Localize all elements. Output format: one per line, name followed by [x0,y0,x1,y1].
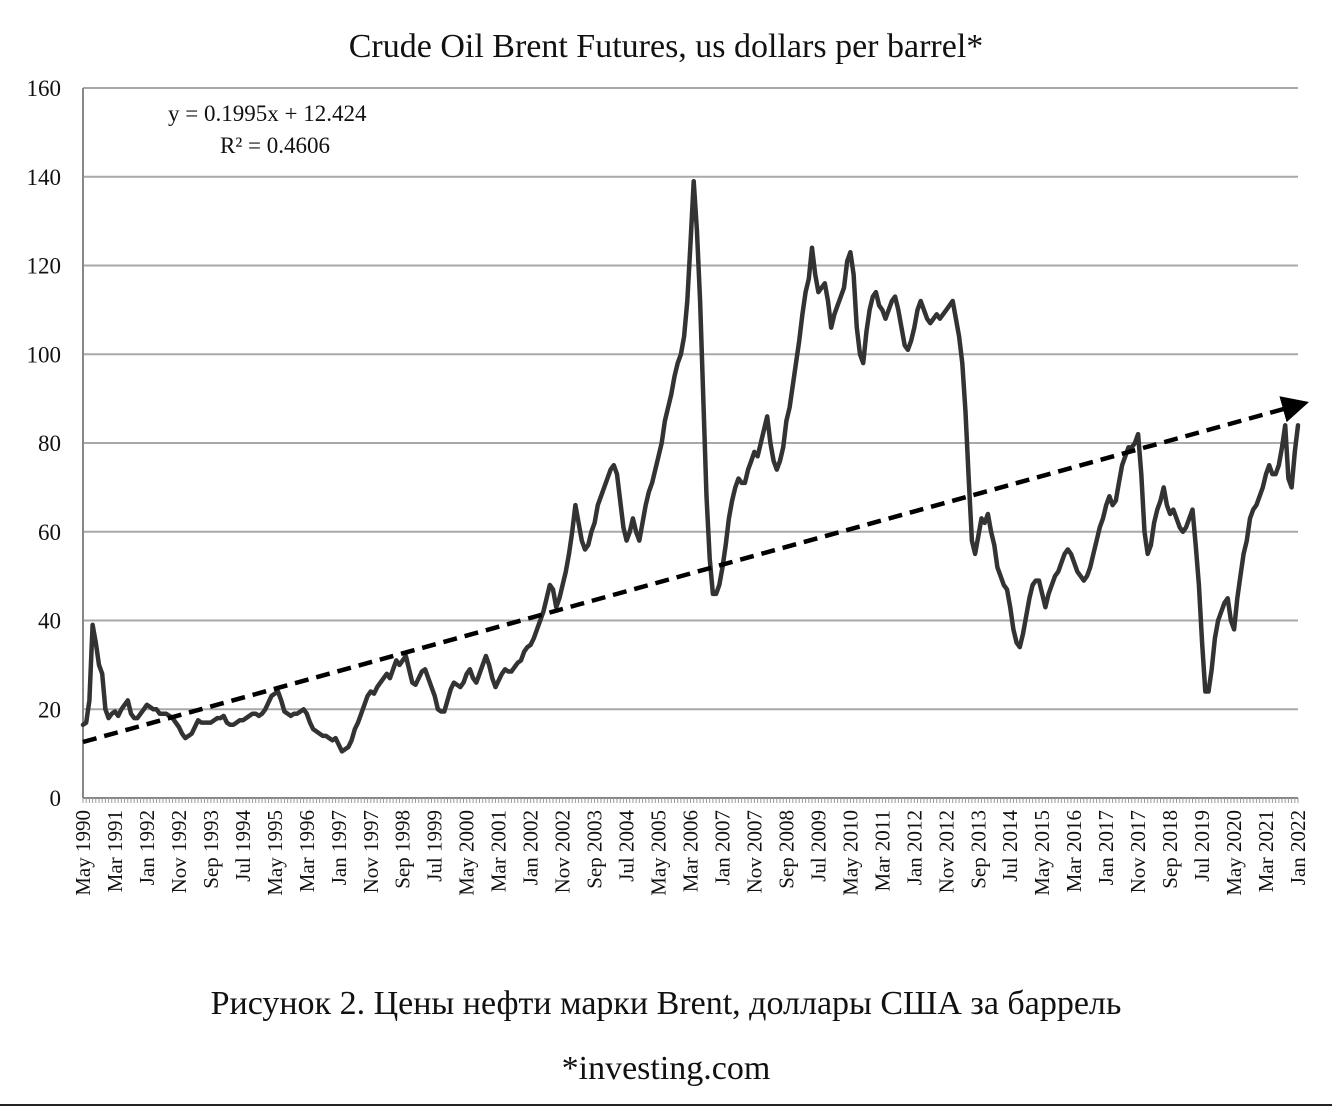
x-tick-label: Nov 2012 [934,810,958,893]
x-tick-label: Jan 2017 [1094,810,1118,885]
x-tick-label: Jul 2004 [615,810,639,882]
x-tick-label: Nov 2007 [742,810,766,893]
y-tick-label: 20 [38,697,61,722]
brent-price-line [80,178,1301,754]
x-tick-label: May 2005 [647,810,671,896]
x-tick-label: May 2020 [1222,810,1246,896]
chart-title: Crude Oil Brent Futures, us dollars per … [348,28,984,65]
x-tick-label: Sep 2018 [1158,810,1182,889]
x-axis-tick-labels: May 1990 Mar 1991 Jan 1992 Nov 1992 Sep 1993… [71,810,1310,896]
x-tick-label: Sep 2008 [774,810,798,889]
x-tick-label: May 2000 [455,810,479,896]
y-tick-label: 120 [27,254,62,279]
y-tick-label: 160 [27,76,62,101]
y-tick-label: 140 [27,165,62,190]
axes [82,88,1299,803]
x-tick-label: Sep 1998 [391,810,415,889]
x-tick-label: May 1990 [71,810,95,896]
x-tick-label: Mar 2016 [1062,810,1086,892]
y-tick-label: 0 [50,786,62,811]
x-tick-label: Jan 2012 [902,810,926,885]
y-tick-label: 80 [38,431,61,456]
x-tick-label: Jan 2007 [710,810,734,885]
x-tick-label: Nov 1992 [167,810,191,893]
x-tick-label: Jan 2002 [519,810,543,885]
source-note: *investing.com [561,1050,771,1087]
x-tick-label: Sep 2013 [966,810,990,889]
x-tick-label: Mar 2001 [487,810,511,892]
x-tick-label: May 2015 [1030,810,1054,896]
x-tick-label: May 1995 [263,810,287,896]
series-layer [80,178,1301,754]
y-tick-label: 60 [38,520,61,545]
x-tick-label: Mar 1991 [103,810,127,892]
x-tick-label: Jul 2009 [806,810,830,882]
x-tick-label: Nov 1997 [359,810,383,893]
x-tick-label: Jan 1997 [327,810,351,885]
bottom-rule [0,1104,1332,1106]
x-tick-label: Mar 2021 [1254,810,1278,892]
x-tick-label: Jan 1992 [135,810,159,885]
x-tick-label: Mar 2011 [870,810,894,891]
x-tick-label: Mar 1996 [295,810,319,892]
x-tick-label: Nov 2017 [1126,810,1150,893]
x-tick-label: Jul 2019 [1190,810,1214,882]
x-tick-label: Jul 1999 [423,810,447,882]
x-tick-label: Nov 2002 [551,810,575,893]
figure-caption: Рисунок 2. Цены нефти марки Brent, долла… [210,985,1122,1022]
x-tick-label: May 2010 [838,810,862,896]
trendline-layer [82,396,1310,745]
trendline-equation: y = 0.1995x + 12.424 [168,101,367,126]
y-tick-label: 100 [27,342,62,367]
y-tick-label: 40 [38,609,61,634]
gridlines [83,87,1298,711]
x-tick-label: Jan 2022 [1286,810,1310,885]
x-tick-label: Jul 1994 [231,810,255,882]
y-axis-tick-labels: 0 20 40 60 80 100 120 140 160 [27,76,62,811]
x-tick-label: Sep 2003 [583,810,607,889]
linear-trendline [82,396,1310,745]
x-tick-label: Jul 2014 [998,810,1022,882]
trendline-r-squared: R² = 0.4606 [220,133,330,158]
x-tick-label: Mar 2006 [679,810,703,892]
x-tick-label: Sep 1993 [199,810,223,889]
